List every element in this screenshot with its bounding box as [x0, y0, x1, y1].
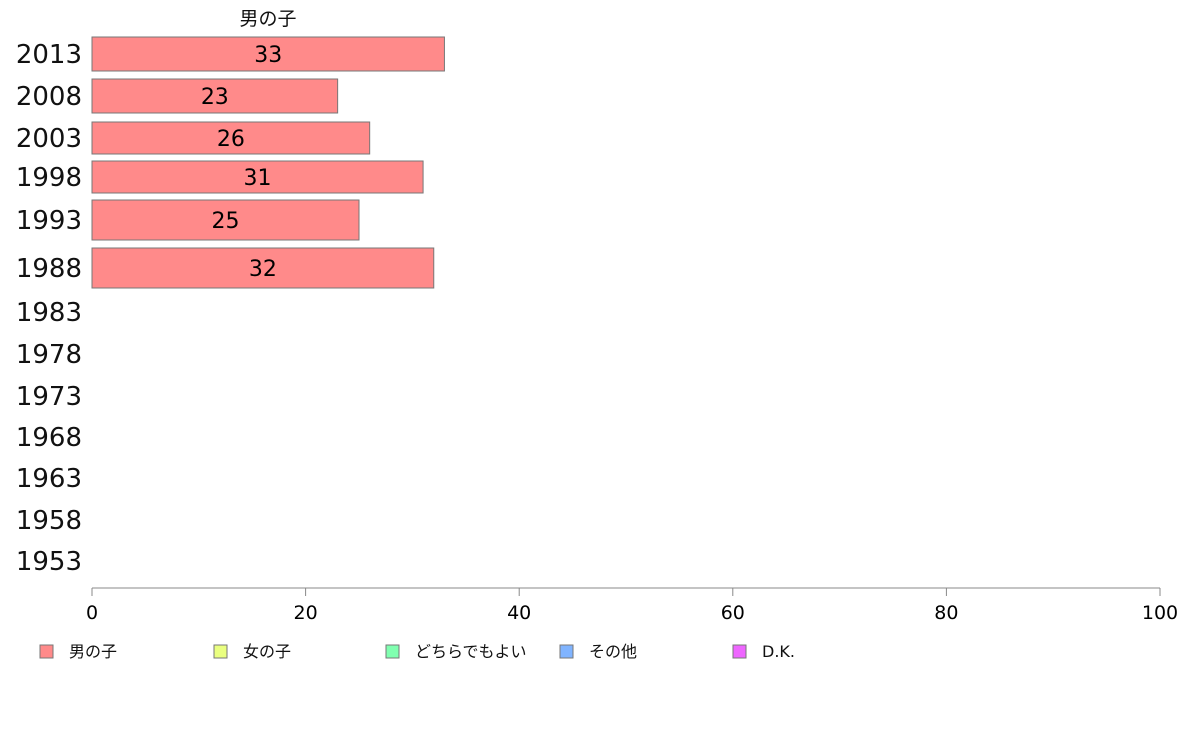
legend: 男の子 女の子 どちらでもよい その他 D.K.: [39, 642, 795, 661]
bar-2008: [91, 78, 339, 114]
legend-swatch-2: [385, 644, 400, 659]
legend-swatch-0: [39, 644, 54, 659]
legend-swatch-3: [559, 644, 574, 659]
x-tick-label-40: 40: [507, 602, 531, 624]
year-label-1973: 1973: [16, 382, 82, 412]
year-label-2013: 2013: [16, 40, 82, 70]
x-tick-label-20: 20: [294, 602, 318, 624]
bar-1993: [91, 199, 360, 241]
legend-swatch-1: [213, 644, 228, 659]
bar-value-1993: 25: [212, 209, 240, 234]
x-tick-label-60: 60: [721, 602, 745, 624]
year-label-1978: 1978: [16, 340, 82, 370]
legend-label-1: 女の子: [243, 642, 291, 661]
legend-label-2: どちらでもよい: [415, 642, 527, 661]
year-label-1983: 1983: [16, 298, 82, 328]
legend-label-0: 男の子: [69, 642, 117, 661]
year-label-1993: 1993: [16, 206, 82, 236]
year-label-1963: 1963: [16, 464, 82, 494]
bar-value-2008: 23: [201, 85, 229, 110]
bar-1998: [91, 160, 424, 194]
year-label-group: 2013 2008 2003 1998 1993 1988 1983 1978 1973 1968…: [16, 40, 82, 577]
year-label-1998: 1998: [16, 163, 82, 193]
series-title: 男の子: [239, 8, 296, 30]
x-tick-label-80: 80: [934, 602, 958, 624]
legend-swatch-4: [732, 644, 747, 659]
bar-value-1988: 32: [249, 257, 277, 282]
bar-2013: [91, 36, 445, 72]
x-axis: 0 20 40 60 80 100: [86, 587, 1178, 624]
bar-value-1998: 31: [244, 166, 272, 191]
year-label-1988: 1988: [16, 254, 82, 284]
legend-label-4: D.K.: [762, 642, 795, 661]
year-label-1958: 1958: [16, 506, 82, 536]
year-label-1968: 1968: [16, 423, 82, 453]
bar-value-2013: 33: [254, 43, 282, 68]
x-tick-label-0: 0: [86, 602, 98, 624]
legend-label-3: その他: [589, 642, 637, 661]
bar-value-2003: 26: [217, 127, 245, 152]
bar-1988: [91, 247, 435, 289]
year-label-2003: 2003: [16, 124, 82, 154]
bar-2003: [91, 121, 371, 155]
x-tick-label-100: 100: [1142, 602, 1178, 624]
year-label-1953: 1953: [16, 547, 82, 577]
year-label-2008: 2008: [16, 82, 82, 112]
